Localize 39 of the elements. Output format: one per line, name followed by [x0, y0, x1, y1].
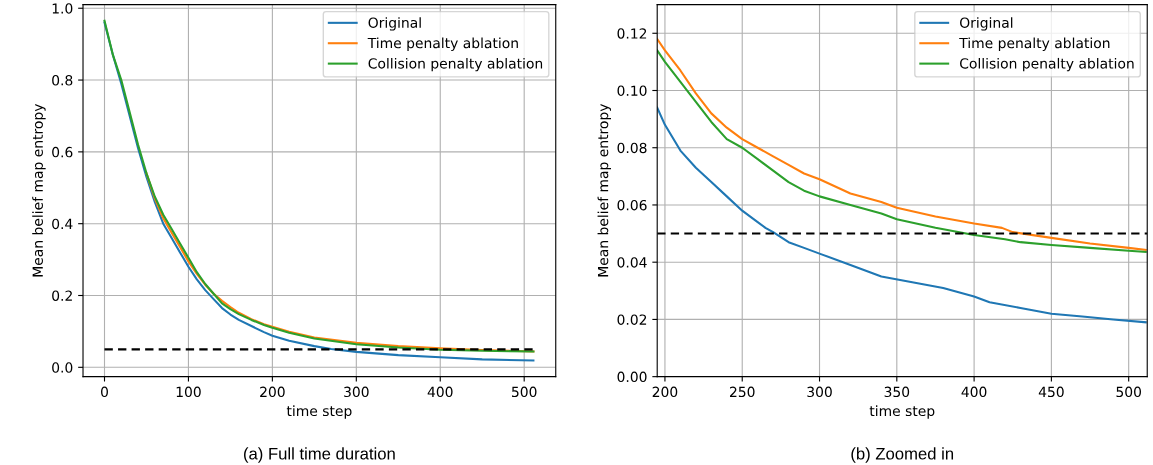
- legend-label: Original: [368, 17, 421, 31]
- legend-label: Time penalty ablation: [367, 37, 518, 51]
- legend-label: Time penalty ablation: [959, 37, 1110, 51]
- x-tick-label: 400: [961, 386, 987, 398]
- x-tick-label: 350: [884, 386, 910, 398]
- y-tick-label: 0.6: [52, 146, 73, 158]
- y-tick-label: 1.0: [52, 3, 73, 14]
- x-tick-label: 400: [427, 386, 453, 398]
- text: (b) Zoomed in: [851, 447, 954, 463]
- line-series: [657, 106, 1147, 324]
- x-tick-label: 0: [101, 386, 108, 398]
- y-tick-label: 0.10: [617, 85, 647, 96]
- x-tick-label: 450: [1038, 386, 1064, 398]
- y-tick-label: 0.4: [52, 218, 73, 230]
- legend-label: Collision penalty ablation: [960, 57, 1134, 72]
- y-tick-label: 0.8: [52, 75, 73, 86]
- y-axis-title: Mean belief map entropy: [32, 103, 46, 277]
- x-tick-label: 200: [260, 386, 285, 398]
- y-tick-label: 0.02: [617, 314, 647, 325]
- y-tick-label: 0.00: [617, 371, 647, 383]
- y-tick-label: 0.2: [52, 290, 72, 301]
- y-tick-label: 0.06: [617, 199, 647, 211]
- x-axis-title: time step: [869, 405, 935, 419]
- x-tick-label: 100: [176, 386, 201, 398]
- x-tick-label: 250: [729, 386, 755, 398]
- x-tick-label: 500: [1116, 386, 1142, 398]
- legend-label: Original: [960, 17, 1013, 31]
- legend-label: Collision penalty ablation: [368, 57, 543, 72]
- y-tick-label: 0.12: [617, 28, 647, 39]
- y-tick-label: 0.0: [52, 362, 73, 373]
- text: (a) Full time duration: [244, 447, 395, 463]
- y-tick-label: 0.04: [617, 257, 647, 268]
- x-axis-title: time step: [286, 405, 352, 419]
- y-axis-title: Mean belief map entropy: [597, 103, 612, 277]
- x-tick-label: 300: [344, 386, 369, 398]
- x-tick-label: 500: [512, 386, 537, 398]
- x-tick-label: 300: [807, 386, 832, 398]
- y-tick-label: 0.08: [617, 142, 647, 154]
- x-tick-label: 200: [652, 386, 678, 398]
